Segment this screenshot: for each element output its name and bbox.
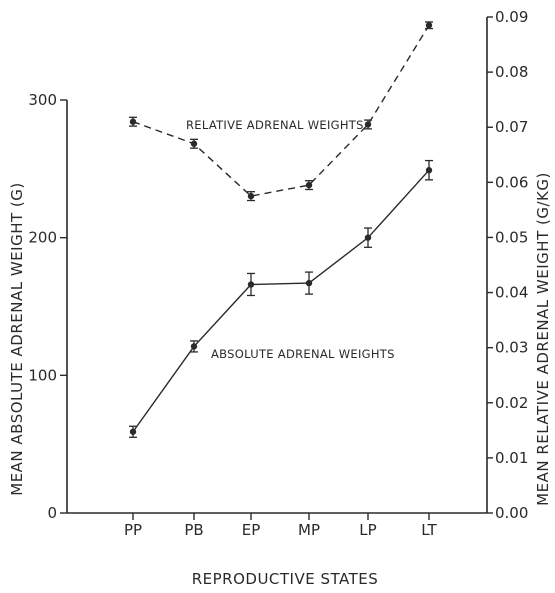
- x-tick-label: PB: [184, 521, 203, 539]
- y-right-tick-label: 0.01: [495, 449, 528, 467]
- y-right-tick-label: 0.07: [495, 118, 528, 136]
- y-axis-left-title: MEAN ABSOLUTE ADRENAL WEIGHT (G): [8, 182, 26, 496]
- data-point-relative: [305, 181, 313, 189]
- x-tick-label: PP: [124, 521, 142, 539]
- y-left-tick-label: 200: [28, 229, 57, 247]
- y-right-tick-label: 0.06: [495, 173, 528, 191]
- y-right-tick-label: 0.04: [495, 284, 528, 302]
- y-right-tick-label: 0.05: [495, 228, 528, 246]
- data-point-absolute: [425, 167, 433, 174]
- x-tick-label: LT: [421, 521, 437, 539]
- y-left-tick-label: 100: [28, 366, 57, 384]
- y-right-tick-label: 0.08: [495, 63, 528, 81]
- x-tick-label: MP: [298, 521, 320, 539]
- y-left-tick-label: 0: [47, 504, 57, 522]
- y-axis-right-title: MEAN RELATIVE ADRENAL WEIGHT (G/KG): [534, 172, 552, 506]
- data-point-relative: [425, 22, 433, 29]
- data-point-relative: [364, 121, 372, 128]
- series-label-absolute: ABSOLUTE ADRENAL WEIGHTS: [211, 347, 395, 361]
- data-point-relative: [247, 192, 255, 200]
- data-point-absolute: [190, 343, 198, 350]
- data-point-relative: [129, 118, 137, 125]
- data-point-absolute: [247, 281, 255, 288]
- x-axis-title: REPRODUCTIVE STATES: [192, 570, 379, 588]
- y-right-tick-label: 0.02: [495, 394, 528, 412]
- data-point-absolute: [364, 234, 372, 241]
- data-point-relative: [190, 140, 198, 147]
- labels: REPRODUCTIVE STATES MEAN ABSOLUTE ADRENA…: [8, 118, 552, 588]
- series-line-absolute: [132, 169, 430, 433]
- series-label-relative: RELATIVE ADRENAL WEIGHTS: [186, 118, 364, 132]
- series-line-relative: [132, 24, 430, 197]
- data-point-absolute: [305, 279, 313, 287]
- series-layer: [129, 21, 433, 438]
- axes: 0 100 200 300 PP PB EP MP LP LT 0.00 0.01 0.02 0.03 0.…: [28, 8, 528, 539]
- x-tick-label: LP: [359, 521, 376, 539]
- y-right-tick-label: 0.00: [495, 504, 528, 522]
- y-right-tick-label: 0.09: [495, 8, 528, 26]
- y-left-tick-label: 300: [28, 91, 57, 109]
- y-right-tick-label: 0.03: [495, 339, 528, 357]
- x-tick-label: EP: [242, 521, 261, 539]
- data-point-absolute: [129, 428, 137, 435]
